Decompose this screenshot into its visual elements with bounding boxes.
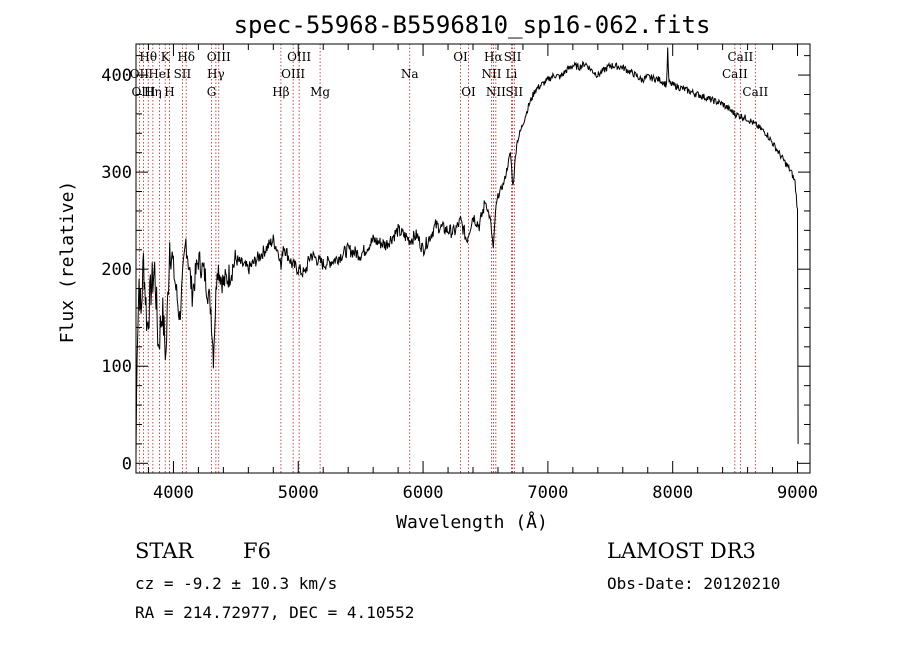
emission-line-label-8: H — [164, 85, 174, 99]
emission-line-label-21: NII — [481, 67, 501, 81]
redshift-velocity: cz = -9.2 ± 10.3 km/s — [135, 574, 338, 593]
emission-line-label-20: SII — [504, 50, 522, 64]
emission-line-label-2: OIII — [131, 85, 155, 99]
x-tick-label-1: 5000 — [278, 483, 319, 503]
x-tick-label-3: 7000 — [527, 483, 568, 503]
emission-line-label-16: Na — [401, 67, 419, 81]
emission-line-label-12: Hβ — [272, 85, 289, 99]
emission-line-label-7: SII — [174, 67, 192, 81]
emission-line-markers — [138, 44, 756, 473]
y-tick-label-2: 200 — [101, 260, 132, 280]
object-class: STAR — [135, 539, 194, 563]
observation-date: Obs-Date: 20120210 — [607, 574, 781, 593]
emission-line-label-3: K — [161, 50, 171, 64]
chart-title: spec-55968-B5596810_sp16-062.fits — [234, 11, 711, 39]
emission-line-label-23: NII — [486, 85, 506, 99]
emission-line-label-1: OII — [130, 67, 150, 81]
y-axis-label: Flux (relative) — [57, 181, 78, 344]
emission-line-label-14: OIII — [281, 67, 305, 81]
y-tick-label-4: 400 — [101, 66, 132, 86]
emission-line-label-17: OI — [453, 50, 468, 64]
emission-line-label-5: Hη — [144, 85, 162, 99]
y-tick-label-0: 0 — [122, 454, 132, 474]
emission-line-label-25: CaII — [727, 50, 753, 64]
emission-line-label-9: OIII — [207, 50, 231, 64]
axis-ticks — [136, 44, 810, 473]
emission-line-label-26: CaII — [722, 67, 748, 81]
emission-line-label-13: OIII — [287, 50, 311, 64]
emission-line-label-0: Hθ — [139, 50, 157, 64]
emission-line-label-10: Hγ — [207, 67, 225, 81]
axis-tick-labels: 4000 5000 6000 7000 8000 9000 0 100 200 300 400 — [101, 66, 818, 503]
survey-name: LAMOST DR3 — [607, 539, 756, 563]
x-tick-label-0: 4000 — [153, 483, 194, 503]
x-tick-label-2: 6000 — [403, 483, 444, 503]
emission-line-label-27: CaII — [742, 85, 768, 99]
x-tick-label-5: 9000 — [777, 483, 818, 503]
emission-line-label-19: Hα — [484, 50, 503, 64]
spectrum-line — [135, 47, 799, 455]
x-axis-label: Wavelength (Å) — [396, 511, 548, 533]
emission-line-label-15: Mg — [310, 85, 330, 99]
coordinates: RA = 214.72977, DEC = 4.10552 — [135, 603, 415, 622]
emission-line-label-22: Li — [506, 67, 518, 81]
emission-line-label-18: OI — [461, 85, 476, 99]
y-tick-label-3: 300 — [101, 163, 132, 183]
emission-line-label-6: Hδ — [177, 50, 195, 64]
emission-line-label-11: G — [207, 85, 217, 99]
x-tick-label-4: 8000 — [652, 483, 693, 503]
spectrum-series — [135, 47, 799, 455]
emission-line-label-4: HeI — [148, 67, 171, 81]
object-subclass: F6 — [243, 539, 271, 563]
y-tick-label-1: 100 — [101, 357, 132, 377]
emission-line-label-24: SII — [505, 85, 523, 99]
